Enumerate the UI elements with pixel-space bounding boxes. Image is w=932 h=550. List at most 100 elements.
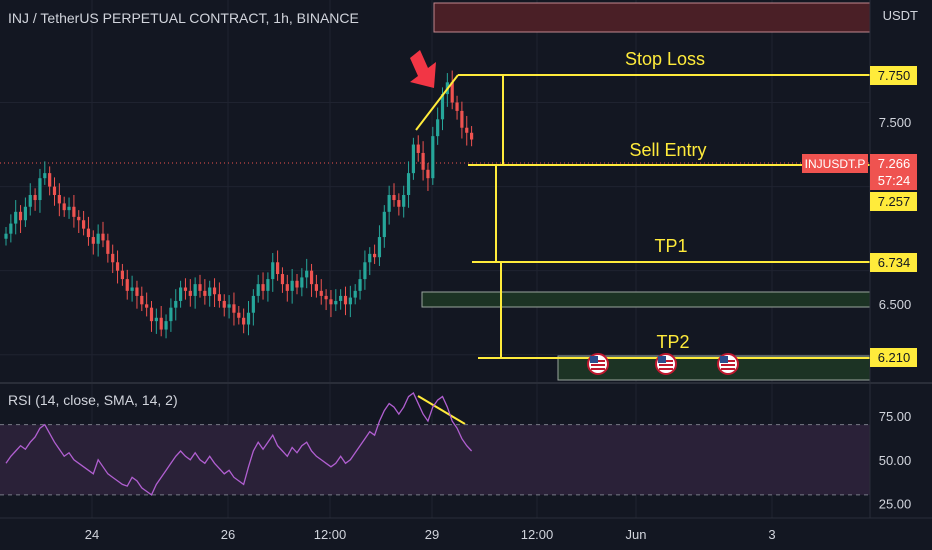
candle-body: [436, 119, 440, 137]
candle-body: [217, 294, 221, 301]
candle-body: [203, 290, 207, 296]
symbol-legend[interactable]: INJ / TetherUS PERPETUAL CONTRACT, 1h, B…: [8, 10, 359, 26]
candle-body: [14, 211, 18, 224]
candle-body: [101, 233, 105, 241]
last-price-text: 7.266: [878, 156, 911, 171]
candle-body: [154, 317, 158, 322]
candle-body: [358, 279, 362, 291]
candle-body: [62, 203, 66, 211]
demand-zone: [557, 355, 871, 381]
countdown-text: 57:24: [878, 173, 911, 188]
supply-zone: [433, 2, 871, 33]
candle-body: [115, 262, 120, 271]
candle-body: [285, 284, 289, 291]
candle-body: [280, 274, 285, 285]
candle-body: [300, 277, 304, 288]
candle-body: [426, 169, 430, 179]
candle-body: [246, 312, 251, 325]
candle-body: [179, 287, 183, 301]
stop-loss-label: Stop Loss: [625, 49, 705, 69]
rsi-legend[interactable]: RSI (14, close, SMA, 14, 2): [8, 392, 178, 408]
stop-loss-price-tag: [870, 66, 917, 85]
candle-body: [4, 233, 8, 239]
candle-body: [188, 290, 192, 296]
candle-body: [145, 304, 149, 308]
rsi-divergence-line: [417, 395, 466, 425]
tp2-label: TP2: [656, 332, 689, 352]
candle-body: [324, 295, 328, 300]
rsi-tick-label: 25.00: [879, 497, 912, 512]
time-tick-label: 29: [425, 527, 439, 542]
candle-body: [276, 262, 280, 275]
candle-body: [159, 317, 163, 330]
rsi-axis[interactable]: 25.00 50.00 75.00: [879, 409, 912, 512]
candle-body: [266, 279, 270, 291]
candle-body: [251, 295, 255, 313]
candle-body: [334, 300, 338, 305]
candlestick-series: [4, 70, 474, 339]
candle-body: [363, 262, 367, 280]
candle-body: [193, 284, 197, 296]
time-tick-label: 24: [85, 527, 99, 542]
candle-body: [314, 284, 318, 291]
candle-body: [242, 317, 246, 325]
price-tick-7500: 7.500: [879, 115, 912, 130]
candle-body: [198, 284, 202, 291]
tp1-price-tag: [870, 253, 917, 272]
rsi-tick-label: 50.00: [879, 453, 912, 468]
candle-body: [23, 206, 27, 221]
time-tick-label: 12:00: [314, 527, 347, 542]
candle-body: [111, 253, 115, 263]
rsi-line: [5, 392, 473, 496]
candle-body: [382, 211, 386, 238]
us-flag-icon: [655, 353, 677, 375]
candle-body: [169, 307, 173, 322]
candle-body: [392, 195, 396, 201]
candle-body: [183, 287, 188, 291]
candle-body: [164, 321, 168, 330]
candle-body: [48, 173, 52, 187]
candle-body: [57, 195, 61, 204]
candle-body: [18, 211, 23, 221]
time-tick-label: 12:00: [521, 527, 554, 542]
candle-body: [82, 220, 86, 229]
rsi-tick-label: 75.00: [879, 409, 912, 424]
candle-body: [33, 195, 37, 201]
down-arrow-icon: [410, 50, 436, 88]
time-tick-label: Jun: [626, 527, 647, 542]
candle-body: [309, 270, 314, 285]
candle-body: [208, 287, 212, 296]
candle-body: [212, 287, 217, 295]
candle-body: [353, 290, 357, 298]
ticker-text: INJUSDT.P: [805, 157, 866, 171]
time-tick-label: 3: [768, 527, 775, 542]
candle-body: [373, 253, 377, 258]
candle-body: [9, 223, 13, 234]
candle-body: [387, 195, 391, 212]
candle-body: [125, 279, 129, 291]
entry-price-text: 7.257: [878, 194, 911, 209]
candle-body: [271, 262, 275, 280]
candle-body: [227, 304, 231, 308]
tp2-price-tag: [870, 348, 917, 367]
candle-body: [460, 110, 464, 128]
candle-body: [402, 195, 406, 207]
time-axis[interactable]: 24 26 12:00 29 12:00 Jun 3: [85, 527, 776, 542]
candle-body: [339, 295, 343, 301]
candle-body: [295, 280, 299, 288]
time-tick-label: 26: [221, 527, 235, 542]
candle-body: [149, 307, 154, 322]
candle-body: [440, 94, 445, 120]
currency-label: USDT: [882, 8, 918, 23]
candle-body: [431, 136, 435, 179]
us-flag-icon: [717, 353, 739, 375]
candle-body: [290, 280, 294, 291]
candle-body: [86, 228, 91, 238]
candle-body: [130, 287, 134, 291]
candle-body: [455, 102, 459, 111]
ticker-tag: [802, 154, 868, 173]
entry-price-tag: [870, 192, 917, 211]
candle-body: [343, 295, 348, 305]
candle-body: [237, 312, 241, 318]
